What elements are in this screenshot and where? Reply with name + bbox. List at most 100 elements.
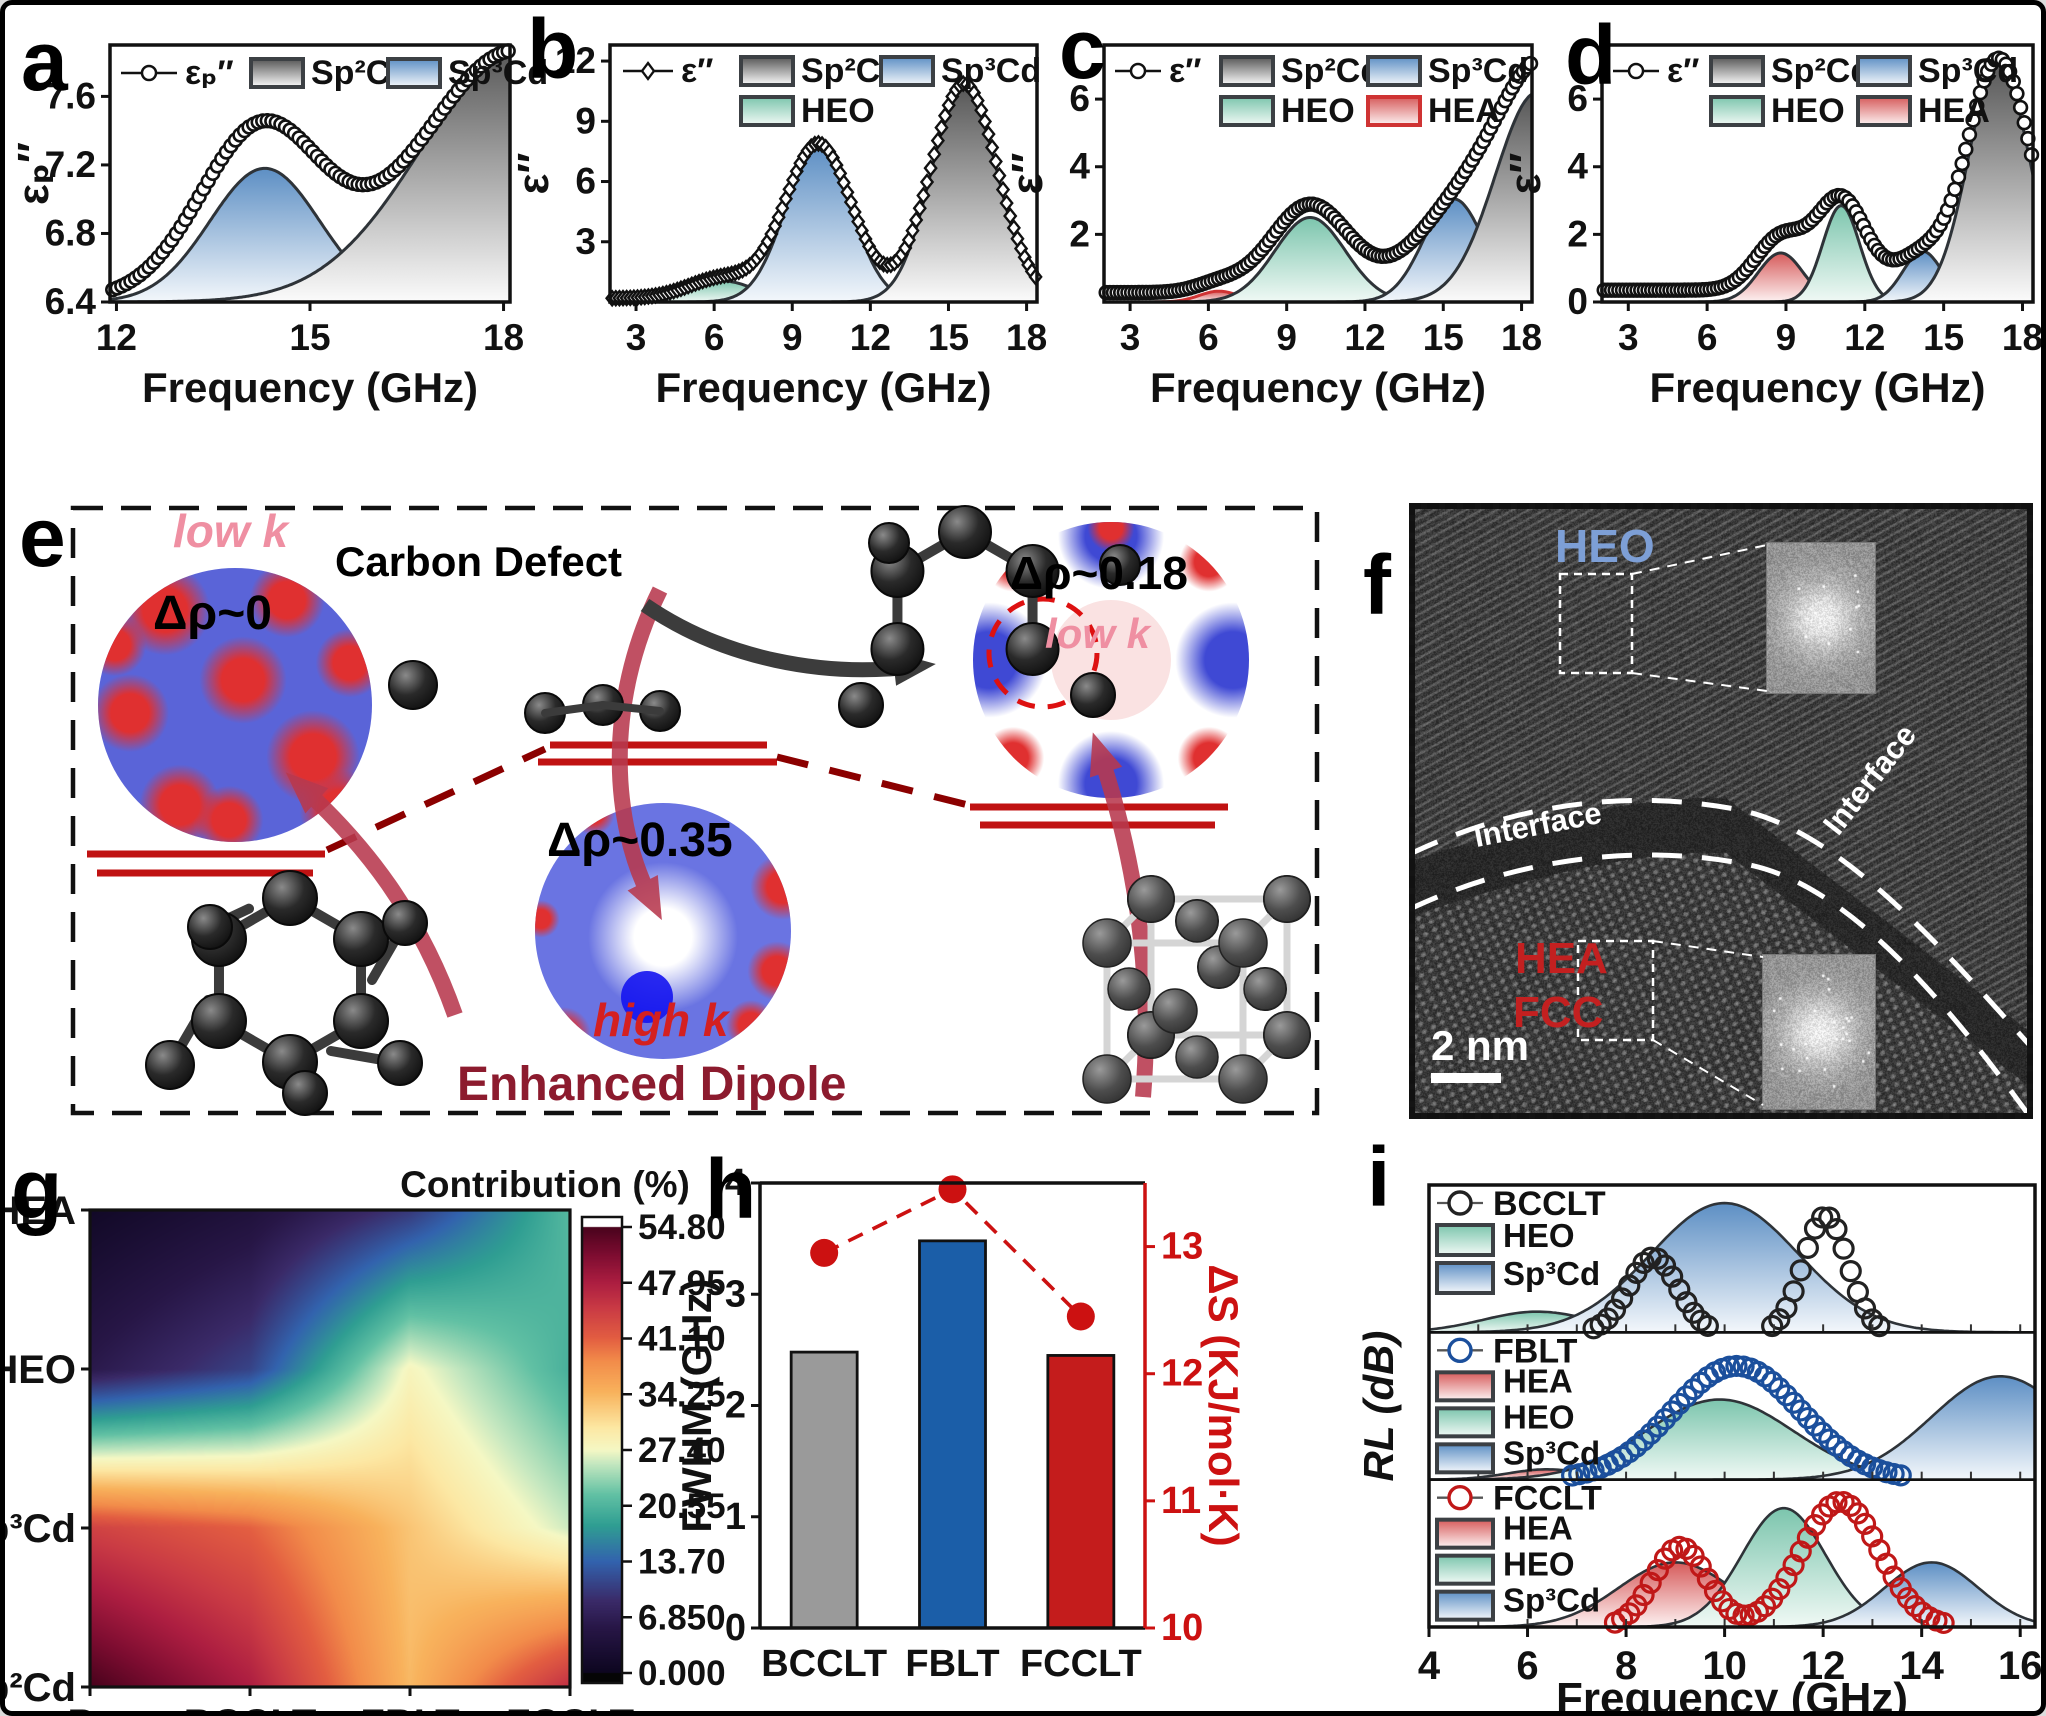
tem-scalebar bbox=[1431, 1073, 1501, 1083]
carbon-atom bbox=[1264, 876, 1310, 922]
x-tick-label: 12 bbox=[1844, 317, 1885, 358]
x-tick-label: BCCLT bbox=[761, 1643, 887, 1685]
data-point-marker bbox=[1466, 154, 1479, 167]
data-point-marker bbox=[1848, 1283, 1867, 1302]
x-tick-label: 6 bbox=[1697, 317, 1718, 358]
x-tick-label: 3 bbox=[626, 317, 647, 358]
series-area-Sp³Cd bbox=[110, 168, 510, 302]
data-point-marker bbox=[1770, 1580, 1789, 1599]
data-point-marker bbox=[356, 178, 369, 191]
data-point-marker bbox=[1125, 286, 1138, 299]
data-point-marker bbox=[1591, 1315, 1610, 1334]
data-point-marker bbox=[1107, 286, 1120, 299]
y-axis-label-left: FWHM (GHz) bbox=[673, 1278, 720, 1532]
data-point-marker bbox=[397, 155, 410, 168]
panel-a-chart: 12 15 186.46.87.27.6Frequency (GHz)εₚ″εₚ″ S… bbox=[9, 45, 548, 411]
legend-label: Sp²Cd bbox=[1281, 52, 1381, 90]
data-point-marker bbox=[202, 175, 215, 188]
data-point-marker bbox=[1729, 273, 1742, 286]
data-point-marker bbox=[1404, 236, 1417, 249]
metal-atom bbox=[1198, 946, 1240, 988]
data-point-marker bbox=[1670, 1394, 1689, 1413]
data-point-marker bbox=[871, 251, 882, 265]
data-point-marker bbox=[1005, 209, 1016, 223]
data-point-marker bbox=[361, 178, 374, 191]
data-point-marker bbox=[1718, 280, 1731, 293]
data-point-marker bbox=[1278, 216, 1291, 229]
legend-label: ε″ bbox=[1169, 52, 1201, 90]
x-tick-label: FCCLT bbox=[1020, 1643, 1142, 1685]
data-point-marker bbox=[1684, 1546, 1703, 1565]
arrow-up-right bbox=[1101, 757, 1146, 1097]
data-point-marker bbox=[632, 290, 643, 304]
data-point-marker bbox=[1674, 284, 1687, 297]
data-point-marker bbox=[1763, 1316, 1782, 1335]
data-point-marker bbox=[347, 177, 360, 190]
data-point-marker bbox=[1314, 200, 1327, 213]
data-point-marker bbox=[1605, 1452, 1624, 1471]
x-tick-label: 12 bbox=[1344, 317, 1385, 358]
data-point-marker bbox=[320, 159, 333, 172]
axes-box bbox=[1602, 45, 2033, 302]
data-point-marker bbox=[1663, 1402, 1682, 1421]
data-point-marker bbox=[1437, 197, 1450, 210]
data-point-marker bbox=[1506, 81, 1519, 94]
data-point-marker bbox=[1978, 75, 1991, 88]
carbon-atom bbox=[869, 523, 909, 563]
data-point-marker bbox=[719, 268, 730, 282]
charge-density-map bbox=[915, 485, 1307, 852]
data-point-marker bbox=[1850, 205, 1863, 218]
x-tick-label: 15 bbox=[1923, 317, 1964, 358]
label-carbon-defect: Carbon Defect bbox=[335, 541, 622, 583]
data-point-marker bbox=[1023, 258, 1034, 272]
data-point-marker bbox=[863, 239, 874, 253]
data-point-marker bbox=[1444, 187, 1457, 200]
data-point-marker bbox=[1394, 244, 1407, 257]
data-point-marker bbox=[1223, 268, 1236, 281]
data-point-marker bbox=[2014, 101, 2027, 114]
data-point-marker bbox=[1798, 1409, 1817, 1428]
data-point-marker bbox=[1898, 1589, 1917, 1608]
data-point-marker bbox=[769, 219, 780, 233]
data-point-marker bbox=[824, 145, 835, 159]
data-point-marker bbox=[1230, 265, 1243, 278]
x-tick-label: 18 bbox=[1501, 317, 1542, 358]
metal-atom bbox=[1219, 1055, 1267, 1103]
data-point-marker bbox=[1766, 232, 1779, 245]
data-point-marker bbox=[1846, 199, 1859, 212]
data-point-marker bbox=[1321, 205, 1334, 218]
data-point-marker bbox=[225, 139, 238, 152]
data-point-marker bbox=[1655, 1549, 1674, 1568]
data-point-marker bbox=[1631, 284, 1644, 297]
data-point-marker bbox=[129, 272, 142, 285]
data-point-marker bbox=[838, 176, 849, 190]
data-point-marker bbox=[1843, 195, 1856, 208]
data-point-marker bbox=[1655, 1410, 1674, 1429]
y-tick-label: 2 bbox=[725, 1385, 746, 1427]
carbon-atom bbox=[192, 912, 246, 966]
legend-label: Sp³Cd bbox=[1503, 1255, 1600, 1292]
data-point-marker bbox=[1913, 1603, 1932, 1622]
data-point-marker bbox=[939, 109, 950, 123]
data-point-marker bbox=[1336, 220, 1349, 233]
data-point-marker bbox=[1784, 1556, 1803, 1575]
x-tick-label: Pure bbox=[68, 1702, 157, 1716]
data-point-marker bbox=[497, 46, 510, 59]
carbon-atom bbox=[1264, 1012, 1310, 1058]
legend-item: Sp²Cd bbox=[1221, 52, 1381, 90]
tem-label-heo: HEO bbox=[1555, 523, 1655, 569]
data-point-marker bbox=[438, 102, 451, 115]
figure: HEO Interface Interface HEA FCC 2 nm low… bbox=[0, 0, 2046, 1716]
data-point-marker bbox=[1026, 264, 1037, 278]
data-point-marker bbox=[288, 127, 301, 140]
label-dp035: Δρ~0.35 bbox=[547, 817, 733, 865]
data-point-marker bbox=[1663, 1267, 1682, 1286]
colorbar-tick-label: 6.850 bbox=[638, 1598, 726, 1637]
y-axis-label: RL (dB) bbox=[1355, 1331, 1402, 1482]
legend-item: BCCLT bbox=[1437, 1185, 1606, 1223]
data-point-marker bbox=[625, 291, 636, 305]
data-point-marker bbox=[1001, 196, 1012, 210]
data-point-marker bbox=[370, 176, 383, 189]
series-area-FCCLT-HEO bbox=[1429, 1508, 2035, 1627]
data-point-marker bbox=[238, 124, 251, 137]
